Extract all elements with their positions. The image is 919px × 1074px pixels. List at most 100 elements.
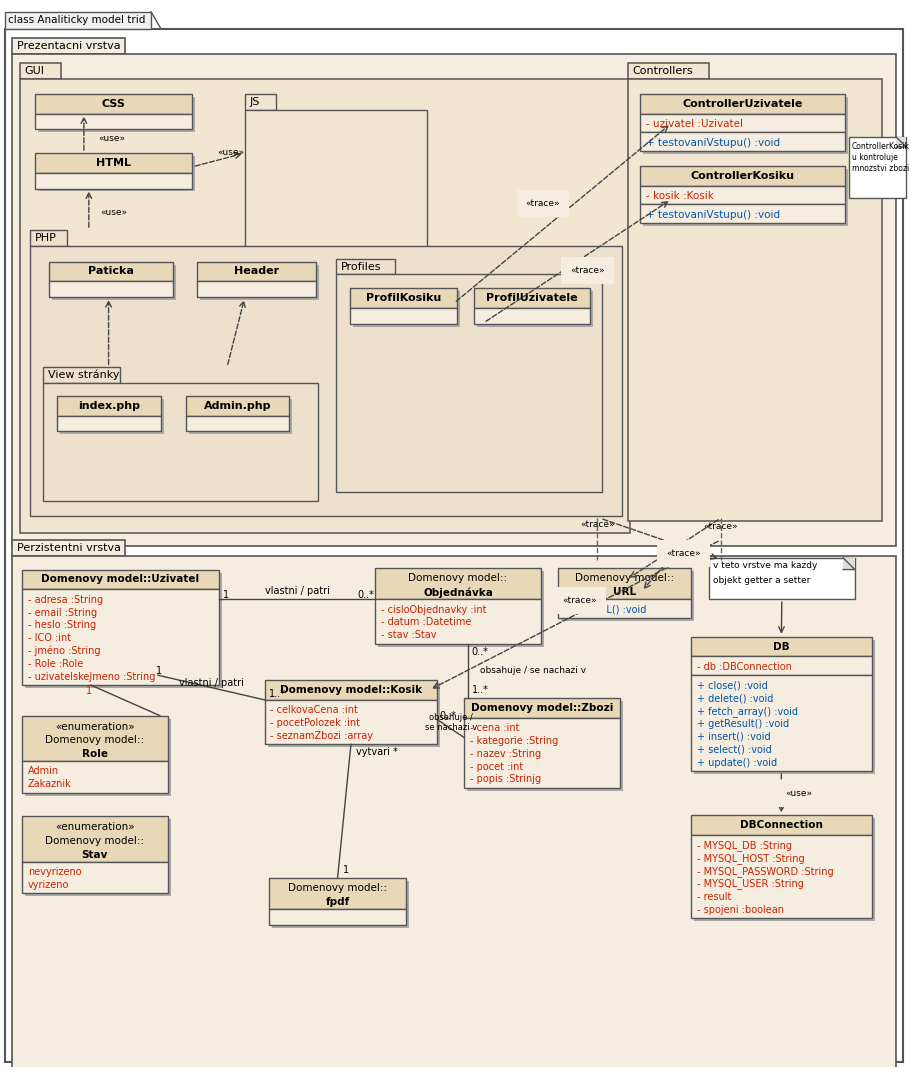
- Text: Domenovy model::Zbozi: Domenovy model::Zbozi: [471, 702, 612, 713]
- Bar: [639, 93, 844, 114]
- Text: 1: 1: [222, 591, 229, 600]
- Bar: [5, 12, 151, 29]
- Text: - uzivatel :Uzivatel: - uzivatel :Uzivatel: [645, 119, 742, 129]
- Bar: [269, 877, 405, 910]
- Text: Admin.php: Admin.php: [203, 401, 271, 410]
- Text: - pocetPolozek :int: - pocetPolozek :int: [270, 719, 360, 728]
- Bar: [350, 308, 457, 323]
- Text: - MYSQL_PASSWORD :String: - MYSQL_PASSWORD :String: [697, 866, 833, 876]
- Bar: [57, 396, 161, 416]
- Bar: [639, 165, 844, 186]
- Text: Zakaznik: Zakaznik: [28, 780, 72, 789]
- Bar: [473, 308, 590, 323]
- Text: - jméno :String: - jméno :String: [28, 645, 100, 656]
- Text: - heslo :String: - heslo :String: [28, 621, 96, 630]
- Text: CSS: CSS: [101, 99, 125, 108]
- Text: vytvari *: vytvari *: [356, 748, 397, 757]
- Text: 0..*: 0..*: [438, 711, 456, 721]
- Text: Domenovy model::: Domenovy model::: [45, 836, 144, 846]
- Text: index.php: index.php: [78, 401, 140, 410]
- Bar: [43, 383, 318, 502]
- Bar: [375, 599, 540, 643]
- Bar: [335, 259, 394, 275]
- Text: Perzistentni vrstva: Perzistentni vrstva: [17, 542, 120, 553]
- Bar: [19, 79, 630, 533]
- Bar: [642, 169, 847, 226]
- Text: - Role :Role: - Role :Role: [28, 658, 83, 669]
- Bar: [690, 815, 870, 836]
- Text: Profiles: Profiles: [340, 261, 380, 272]
- Text: - pocet :int: - pocet :int: [470, 761, 523, 771]
- Text: - cisloObjednavky :int: - cisloObjednavky :int: [380, 605, 486, 614]
- Bar: [35, 114, 192, 129]
- Bar: [186, 416, 289, 432]
- Bar: [639, 186, 844, 204]
- Text: - MYSQL_HOST :String: - MYSQL_HOST :String: [697, 853, 804, 863]
- Bar: [35, 93, 192, 114]
- Bar: [353, 291, 460, 326]
- Bar: [267, 683, 440, 748]
- Text: - ICO :int: - ICO :int: [28, 634, 71, 643]
- Text: - db :DBConnection: - db :DBConnection: [697, 662, 791, 672]
- Bar: [265, 700, 437, 744]
- Text: Role: Role: [82, 750, 108, 759]
- Bar: [200, 264, 319, 300]
- Bar: [272, 881, 408, 928]
- Text: 1..*: 1..*: [268, 688, 285, 699]
- Text: DBConnection: DBConnection: [739, 821, 822, 830]
- Bar: [690, 836, 870, 918]
- Bar: [38, 156, 195, 191]
- Text: Prezentacni vrstva: Prezentacni vrstva: [17, 42, 120, 52]
- Bar: [50, 262, 173, 281]
- Bar: [848, 137, 905, 199]
- Text: - nazev :String: - nazev :String: [470, 749, 540, 758]
- Text: Domenovy model::: Domenovy model::: [574, 574, 674, 583]
- Text: JS: JS: [249, 97, 260, 106]
- Text: 1..*: 1..*: [471, 685, 488, 695]
- Bar: [60, 398, 164, 434]
- Text: vlastni / patri: vlastni / patri: [265, 586, 329, 596]
- Text: «trace»: «trace»: [562, 596, 596, 605]
- Text: ProfilKosiku: ProfilKosiku: [366, 293, 441, 303]
- Text: mnozstvi zbozi: mnozstvi zbozi: [851, 164, 908, 173]
- Text: - uzivatelskeJmeno :String: - uzivatelskeJmeno :String: [28, 671, 154, 682]
- Text: + fetch_array() :void: + fetch_array() :void: [697, 706, 797, 716]
- Text: - popis :Strinjg: - popis :Strinjg: [470, 774, 540, 784]
- Text: DB: DB: [772, 641, 789, 652]
- Text: - celkovaCena :int: - celkovaCena :int: [270, 706, 358, 715]
- Text: Controllers: Controllers: [632, 67, 693, 76]
- Text: 1: 1: [342, 865, 348, 874]
- Bar: [25, 819, 171, 897]
- Bar: [22, 761, 167, 793]
- Text: «trace»: «trace»: [579, 520, 614, 529]
- Text: 1: 1: [85, 686, 92, 696]
- Text: «enumeration»: «enumeration»: [55, 722, 134, 731]
- Text: HTML: HTML: [96, 158, 130, 168]
- Bar: [198, 281, 315, 297]
- Text: - stav :Stav: - stav :Stav: [380, 630, 437, 640]
- Bar: [22, 816, 167, 861]
- Bar: [473, 288, 590, 308]
- Text: - cena :int: - cena :int: [470, 723, 519, 734]
- Bar: [467, 701, 622, 790]
- Bar: [38, 97, 195, 132]
- Bar: [12, 39, 125, 55]
- Bar: [29, 230, 67, 246]
- Text: «trace»: «trace»: [665, 549, 700, 558]
- Bar: [52, 264, 176, 300]
- Bar: [690, 676, 870, 771]
- Bar: [560, 570, 693, 621]
- Text: PHP: PHP: [35, 233, 56, 243]
- Bar: [693, 640, 874, 774]
- Text: Header: Header: [233, 266, 279, 276]
- Bar: [335, 275, 602, 492]
- Text: Domenovy model::: Domenovy model::: [45, 736, 144, 745]
- Bar: [22, 715, 167, 761]
- Text: «trace»: «trace»: [702, 522, 737, 532]
- Text: + getResult() :void: + getResult() :void: [697, 720, 789, 729]
- Bar: [690, 656, 870, 676]
- Text: - MYSQL_USER :String: - MYSQL_USER :String: [697, 879, 803, 889]
- Text: Domenovy model::Kosik: Domenovy model::Kosik: [279, 685, 422, 695]
- Bar: [19, 63, 62, 79]
- Text: Domenovy model::Uzivatel: Domenovy model::Uzivatel: [41, 575, 199, 584]
